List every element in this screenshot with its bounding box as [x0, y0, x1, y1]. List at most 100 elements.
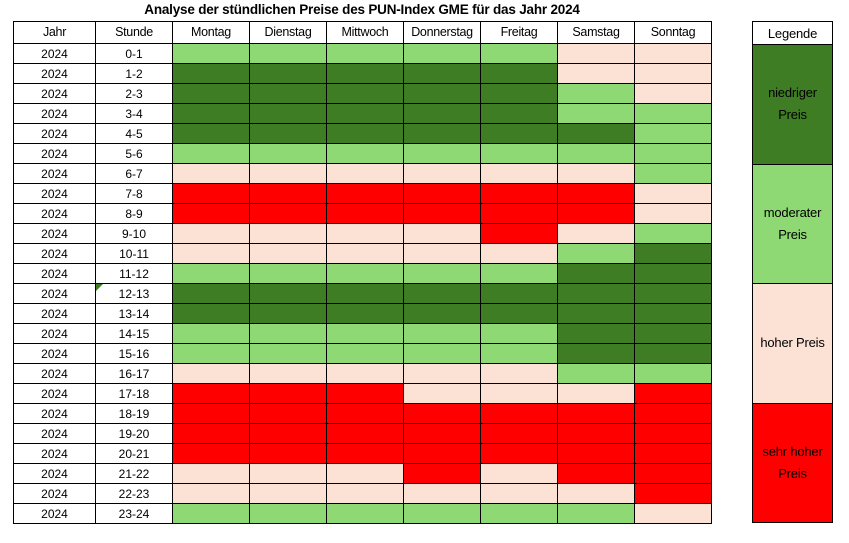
heatmap-cell [173, 384, 250, 404]
heatmap-cell [635, 444, 712, 464]
heatmap-cell [558, 264, 635, 284]
heatmap-cell [327, 244, 404, 264]
heatmap-cell [173, 364, 250, 384]
heatmap-cell [173, 104, 250, 124]
year-cell: 2024 [14, 124, 96, 144]
heatmap-cell [404, 84, 481, 104]
heatmap-cell [558, 364, 635, 384]
heatmap-cell [635, 184, 712, 204]
heatmap-cell [250, 504, 327, 524]
hour-cell: 21-22 [96, 464, 173, 484]
legend-item: moderater Preis [753, 164, 832, 284]
heatmap-cell [250, 164, 327, 184]
column-header: Stunde [96, 22, 173, 44]
year-cell: 2024 [14, 364, 96, 384]
heatmap-cell [481, 424, 558, 444]
heatmap-cell [250, 64, 327, 84]
heatmap-cell [404, 124, 481, 144]
year-cell: 2024 [14, 164, 96, 184]
heatmap-cell [481, 124, 558, 144]
heatmap-cell [635, 244, 712, 264]
heatmap-cell [173, 344, 250, 364]
heatmap-cell [173, 304, 250, 324]
heatmap-cell [173, 64, 250, 84]
heatmap-cell [327, 464, 404, 484]
heatmap-cell [481, 464, 558, 484]
hour-cell: 3-4 [96, 104, 173, 124]
year-cell: 2024 [14, 444, 96, 464]
heatmap-cell [250, 44, 327, 64]
hour-cell: 17-18 [96, 384, 173, 404]
hour-cell: 14-15 [96, 324, 173, 344]
heatmap-cell [404, 144, 481, 164]
heatmap-cell [250, 464, 327, 484]
year-cell: 2024 [14, 104, 96, 124]
heatmap-cell [250, 84, 327, 104]
legend-title: Legende [753, 22, 832, 45]
hour-cell: 8-9 [96, 204, 173, 224]
heatmap-cell [173, 404, 250, 424]
heatmap-cell [327, 224, 404, 244]
heatmap-cell [481, 104, 558, 124]
heatmap-cell [635, 264, 712, 284]
heatmap-cell [558, 124, 635, 144]
heatmap-cell [481, 444, 558, 464]
heatmap-cell [250, 484, 327, 504]
year-cell: 2024 [14, 384, 96, 404]
heatmap-cell [635, 64, 712, 84]
heatmap-cell [327, 284, 404, 304]
heatmap-cell [558, 304, 635, 324]
heatmap-cell [558, 224, 635, 244]
heatmap-cell [173, 444, 250, 464]
hour-cell: 19-20 [96, 424, 173, 444]
heatmap-cell [635, 484, 712, 504]
heatmap-cell [558, 144, 635, 164]
heatmap-cell [327, 184, 404, 204]
year-cell: 2024 [14, 284, 96, 304]
heatmap-cell [481, 84, 558, 104]
heatmap-cell [327, 484, 404, 504]
heatmap-cell [250, 284, 327, 304]
heatmap-cell [558, 324, 635, 344]
year-cell: 2024 [14, 64, 96, 84]
year-cell: 2024 [14, 304, 96, 324]
year-cell: 2024 [14, 84, 96, 104]
heatmap-cell [404, 224, 481, 244]
heatmap-cell [558, 504, 635, 524]
heatmap-cell [404, 204, 481, 224]
heatmap-cell [481, 504, 558, 524]
heatmap-cell [404, 164, 481, 184]
heatmap-cell [635, 224, 712, 244]
year-cell: 2024 [14, 344, 96, 364]
heatmap-cell [173, 284, 250, 304]
heatmap-cell [481, 344, 558, 364]
heatmap-cell [558, 204, 635, 224]
hour-cell: 10-11 [96, 244, 173, 264]
heatmap-cell [250, 204, 327, 224]
heatmap-cell [404, 424, 481, 444]
heatmap-cell [327, 204, 404, 224]
heatmap-cell [173, 244, 250, 264]
hour-cell: 18-19 [96, 404, 173, 424]
heatmap-cell [250, 264, 327, 284]
heatmap-cell [481, 244, 558, 264]
heatmap-cell [327, 324, 404, 344]
heatmap-cell [635, 504, 712, 524]
heatmap-cell [558, 164, 635, 184]
year-cell: 2024 [14, 324, 96, 344]
heatmap-cell [481, 64, 558, 84]
heatmap-cell [173, 264, 250, 284]
heatmap-cell [250, 344, 327, 364]
heatmap-cell [404, 404, 481, 424]
hour-cell: 7-8 [96, 184, 173, 204]
heatmap-cell [327, 424, 404, 444]
heatmap-cell [635, 104, 712, 124]
heatmap-cell [404, 244, 481, 264]
heatmap-cell [327, 144, 404, 164]
heatmap-cell [404, 504, 481, 524]
heatmap-cell [250, 304, 327, 324]
heatmap-cell [250, 324, 327, 344]
heatmap-cell [404, 64, 481, 84]
heatmap-cell [327, 304, 404, 324]
heatmap-cell [327, 164, 404, 184]
